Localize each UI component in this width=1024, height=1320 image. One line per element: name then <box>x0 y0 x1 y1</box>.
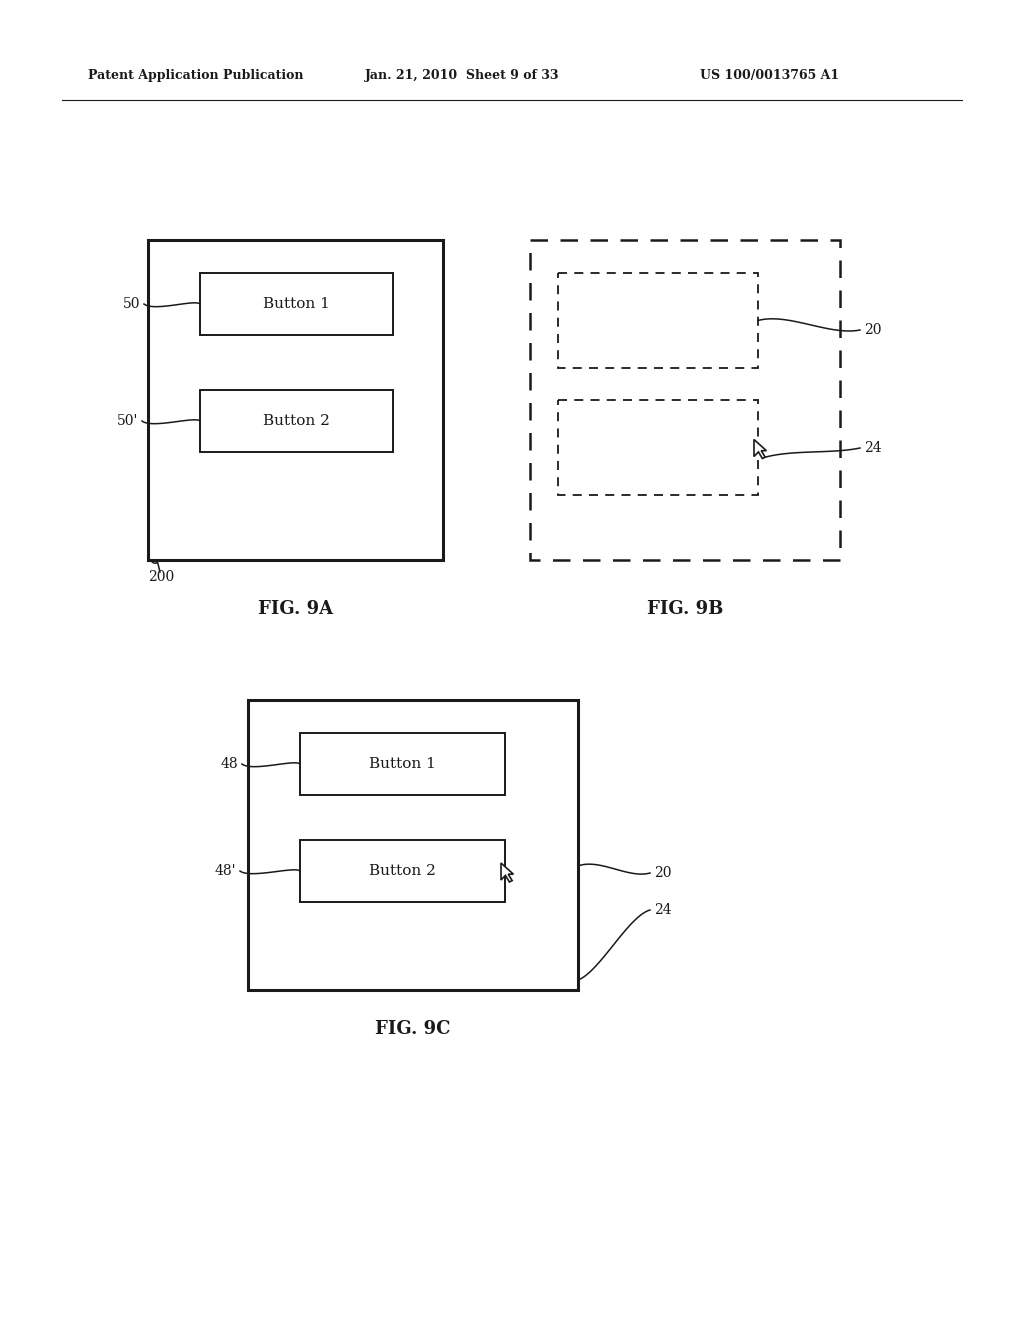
Text: FIG. 9A: FIG. 9A <box>258 601 334 618</box>
Polygon shape <box>501 863 513 882</box>
Bar <box>300 733 505 795</box>
Bar <box>530 240 840 560</box>
Bar <box>200 273 393 335</box>
Text: Button 2: Button 2 <box>369 865 436 878</box>
Text: 20: 20 <box>654 866 672 880</box>
Bar <box>248 700 578 990</box>
Polygon shape <box>754 440 766 458</box>
Text: 24: 24 <box>864 441 882 455</box>
Text: Jan. 21, 2010  Sheet 9 of 33: Jan. 21, 2010 Sheet 9 of 33 <box>365 69 559 82</box>
Text: 50: 50 <box>123 297 140 312</box>
Text: FIG. 9C: FIG. 9C <box>375 1020 451 1038</box>
Text: Button 1: Button 1 <box>263 297 330 312</box>
Text: 48: 48 <box>220 756 238 771</box>
Bar <box>558 400 758 495</box>
Text: Button 2: Button 2 <box>263 414 330 428</box>
Bar <box>200 389 393 451</box>
Text: US 100/0013765 A1: US 100/0013765 A1 <box>700 69 839 82</box>
Text: 48': 48' <box>214 865 236 878</box>
Text: FIG. 9B: FIG. 9B <box>647 601 723 618</box>
Text: Patent Application Publication: Patent Application Publication <box>88 69 303 82</box>
Bar <box>300 840 505 902</box>
Text: 50': 50' <box>117 414 138 428</box>
Text: 20: 20 <box>864 323 882 337</box>
Text: 200: 200 <box>148 570 174 583</box>
Text: 24: 24 <box>654 903 672 917</box>
Text: Button 1: Button 1 <box>369 756 436 771</box>
Bar <box>558 273 758 368</box>
Bar <box>148 240 443 560</box>
